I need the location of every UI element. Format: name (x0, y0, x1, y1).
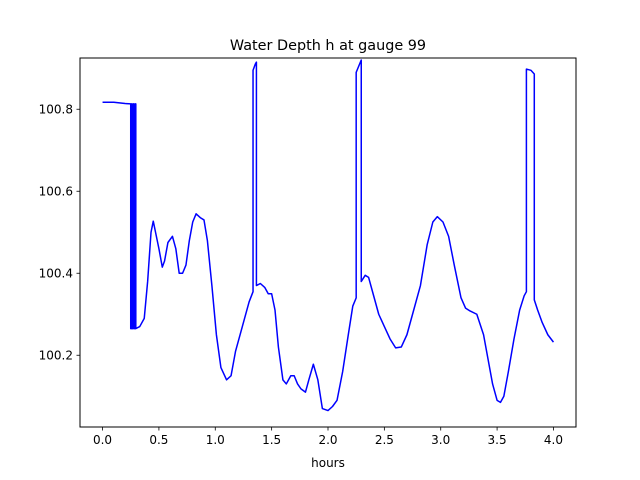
y-tick-label: 100.6 (39, 184, 73, 198)
y-tick-label: 100.2 (39, 348, 73, 362)
x-axis-ticks: 0.0 0.5 1.0 1.5 2.0 2.5 3.0 3.5 4.0 (93, 427, 563, 447)
x-tick-label: 4.0 (544, 433, 563, 447)
plot-area (80, 58, 576, 427)
series-line-0 (102, 59, 555, 412)
x-tick-label: 1.5 (262, 433, 281, 447)
x-tick-label: 3.5 (488, 433, 507, 447)
x-axis-label: hours (311, 456, 345, 470)
y-tick-label: 100.4 (39, 266, 73, 280)
x-tick-label: 2.5 (375, 433, 394, 447)
y-axis-ticks: 100.2 100.4 100.6 100.8 (39, 102, 80, 362)
chart-title: Water Depth h at gauge 99 (230, 38, 426, 54)
x-tick-label: 3.0 (431, 433, 450, 447)
x-tick-label: 0.5 (149, 433, 168, 447)
series-layer (102, 59, 555, 412)
y-tick-label: 100.8 (39, 102, 73, 116)
x-tick-label: 0.0 (93, 433, 112, 447)
x-tick-label: 1.0 (206, 433, 225, 447)
x-tick-label: 2.0 (318, 433, 337, 447)
